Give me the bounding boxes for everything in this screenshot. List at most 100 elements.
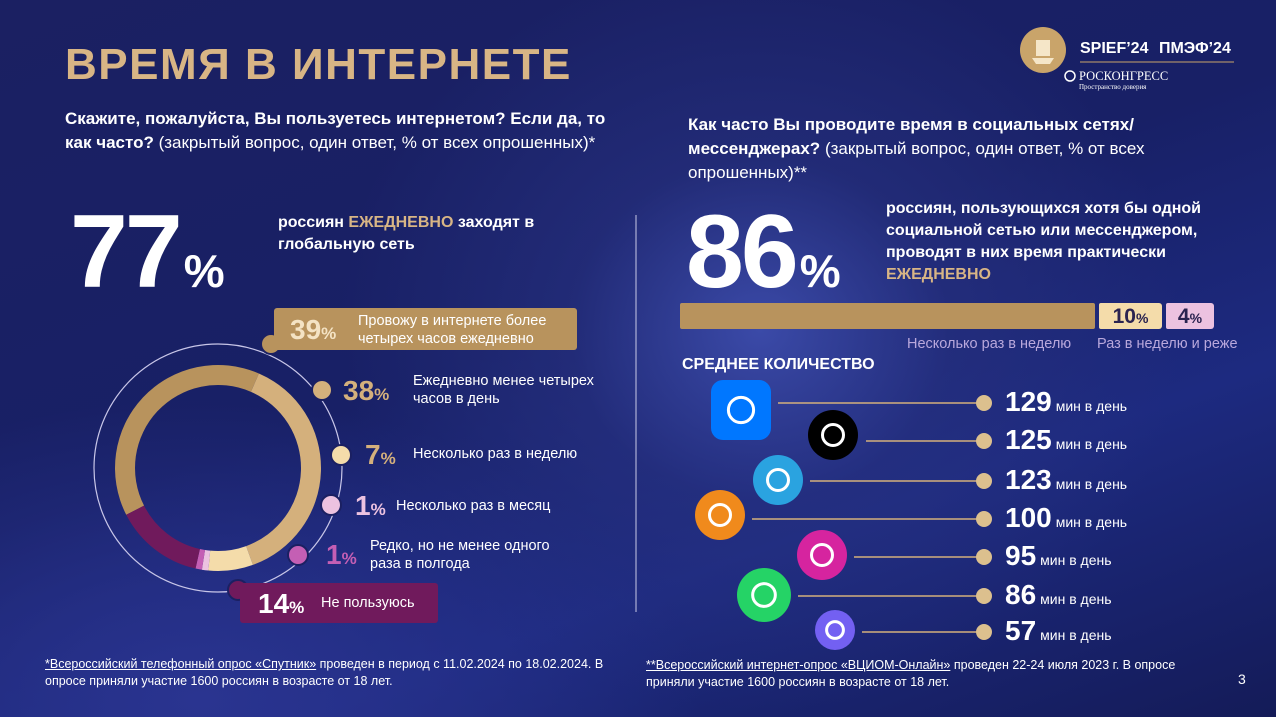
network-icon-glyph: [726, 395, 756, 425]
footnote-text: проведен 22-24 июля 2023 г. В опросе при…: [646, 658, 1176, 689]
headline-unit: %: [799, 245, 841, 297]
network-icon: [711, 380, 771, 440]
network-icon: [737, 568, 791, 622]
headline-highlight: ЕЖЕДНЕВНО: [348, 214, 454, 231]
legend-percent: 38%: [343, 377, 389, 405]
footnote-link: *Всероссийский телефонный опрос «Спутник…: [45, 657, 317, 671]
legend-percent: 1%: [355, 492, 386, 520]
headline-text: россиян, пользующихся хотя бы одной соци…: [886, 200, 1202, 261]
network-minutes: 125 мин в день: [1005, 426, 1127, 454]
legend-label: Несколько раз в месяц: [396, 498, 551, 514]
minutes-value: 125: [1005, 424, 1052, 455]
network-icon: [695, 490, 745, 540]
left-question: Скажите, пожалуйста, Вы пользуетесь инте…: [65, 107, 635, 155]
network-icon: [753, 455, 803, 505]
legend-value: 1: [326, 539, 342, 570]
connector-dot: [976, 433, 992, 449]
headline-highlight: ЕЖЕДНЕВНО: [886, 266, 991, 283]
minutes-value: 95: [1005, 540, 1037, 571]
network-minutes: 57 мин в день: [1005, 617, 1112, 645]
headline-unit: %: [183, 245, 225, 297]
legend-unit: %: [370, 500, 386, 519]
network-icon: [815, 610, 855, 650]
footnote-link: **Всероссийский интернет-опрос «ВЦИОМ-Он…: [646, 658, 951, 672]
legend-percent: 7%: [365, 441, 396, 469]
minutes-value: 123: [1005, 464, 1052, 495]
left-headline-number: 77%: [70, 200, 225, 304]
headline-value: 86: [686, 194, 799, 310]
page-number: 3: [1238, 671, 1246, 687]
bar-segment: [1099, 303, 1148, 329]
minutes-unit: мин в день: [1040, 552, 1112, 568]
legend-label: Не пользуюсь: [321, 595, 415, 611]
question-note: (закрытый вопрос, один ответ, % от всех …: [158, 133, 596, 152]
donut-segment: [195, 549, 206, 570]
legend-highlight: [274, 308, 577, 350]
legend-unit: %: [380, 449, 396, 468]
legend-value: 7: [365, 439, 381, 470]
minutes-value: 129: [1005, 386, 1052, 417]
roscongress-icon: [1064, 70, 1076, 82]
legend-dot: [311, 379, 333, 401]
donut-segment: [246, 373, 321, 565]
connector-dot: [976, 549, 992, 565]
network-icon-glyph: [708, 503, 732, 527]
left-headline-text: россиян ЕЖЕДНЕВНО заходят в глобальную с…: [278, 212, 578, 256]
connector-dot: [976, 511, 992, 527]
donut-segment: [208, 546, 253, 571]
legend-value: 38: [343, 375, 375, 406]
bar-value: 10%: [1099, 305, 1162, 329]
minutes-value: 86: [1005, 579, 1037, 610]
network-icon-glyph: [825, 620, 845, 640]
logo-pmef: ПМЭФ’24: [1158, 40, 1231, 57]
right-footnote: **Всероссийский интернет-опрос «ВЦИОМ-Он…: [646, 657, 1206, 691]
minutes-unit: мин в день: [1040, 591, 1112, 607]
left-footnote: *Всероссийский телефонный опрос «Спутник…: [45, 656, 605, 690]
right-question: Как часто Вы проводите время в социальны…: [688, 113, 1208, 185]
connector-dot: [976, 588, 992, 604]
legend-dot: [330, 444, 352, 466]
donut-segment: [115, 365, 259, 515]
legend-highlight: [240, 583, 438, 623]
legend-percent: 14%: [258, 590, 304, 618]
legend-label: Ежедневно менее четырех часов в день: [413, 373, 594, 407]
bar-value-unit: %: [1135, 310, 1149, 326]
legend-unit: %: [341, 549, 357, 568]
network-minutes: 95 мин в день: [1005, 542, 1112, 570]
connector-dot: [976, 473, 992, 489]
headline-text: россиян: [278, 214, 344, 231]
legend-value: 1: [355, 490, 371, 521]
legend-unit: %: [289, 598, 305, 617]
logo-text: SPIEF’24 ПМЭФ’24: [1080, 40, 1231, 58]
minutes-value: 100: [1005, 502, 1052, 533]
donut-segment: [201, 549, 211, 571]
legend-dot: [320, 494, 342, 516]
bar-segment: [680, 303, 1095, 329]
minutes-unit: мин в день: [1055, 398, 1128, 414]
network-icon-glyph: [810, 543, 834, 567]
title: ВРЕМЯ В ИНТЕРНЕТЕ: [65, 40, 572, 89]
network-icon: [808, 410, 858, 460]
minutes-unit: мин в день: [1055, 514, 1128, 530]
network-minutes: 129 мин в день: [1005, 388, 1127, 416]
logo-tagline: Пространство доверия: [1079, 83, 1147, 91]
logo-ship: [1032, 40, 1054, 64]
legend-value: 14: [258, 588, 290, 619]
network-icon-glyph: [821, 423, 845, 447]
logo-spief: SPIEF’24: [1080, 40, 1149, 57]
legend-label: Несколько раз в неделю: [413, 446, 578, 462]
headline-value: 77: [70, 194, 183, 310]
connector-dot: [976, 395, 992, 411]
question-bold: Скажите, пожалуйста, Вы пользуетесь инте…: [65, 109, 606, 152]
right-headline-number: 86%: [686, 200, 841, 304]
minutes-unit: мин в день: [1055, 476, 1128, 492]
question-bold: Как часто Вы проводите время в социальны…: [688, 115, 1134, 158]
minutes-value: 57: [1005, 615, 1037, 646]
network-minutes: 86 мин в день: [1005, 581, 1112, 609]
bar-label: Раз в неделю и реже: [1097, 336, 1238, 352]
legend-percent: 1%: [326, 541, 357, 569]
network-minutes: 123 мин в день: [1005, 466, 1127, 494]
